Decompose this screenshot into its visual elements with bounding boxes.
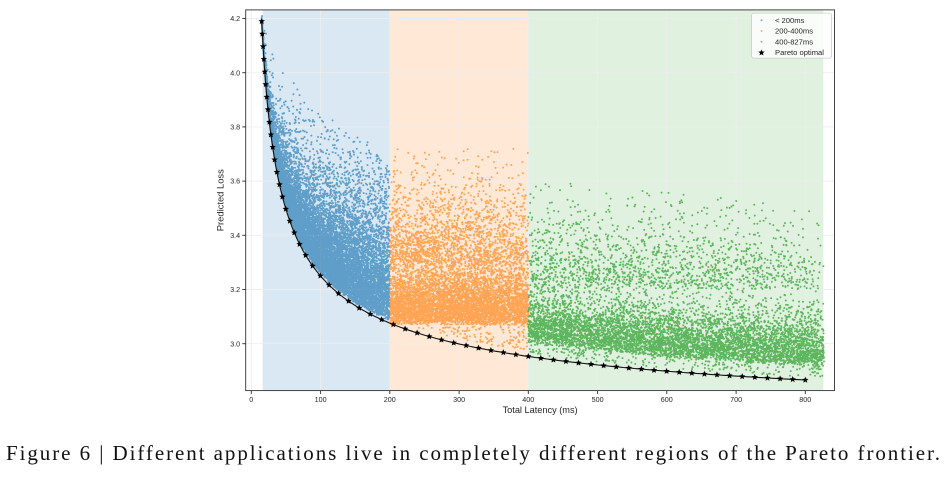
svg-text:Total Latency (ms): Total Latency (ms) (503, 405, 578, 415)
svg-text:Predicted Loss: Predicted Loss (215, 169, 226, 231)
svg-text:0: 0 (249, 395, 253, 404)
svg-text:4.0: 4.0 (230, 68, 240, 77)
svg-text:4.2: 4.2 (230, 14, 240, 23)
svg-text:200: 200 (384, 395, 396, 404)
svg-text:700: 700 (730, 395, 742, 404)
svg-text:< 200ms: < 200ms (775, 16, 805, 25)
svg-text:500: 500 (592, 395, 604, 404)
svg-text:600: 600 (661, 395, 673, 404)
svg-text:3.8: 3.8 (230, 123, 240, 132)
svg-text:200-400ms: 200-400ms (775, 27, 813, 36)
svg-text:3.0: 3.0 (230, 339, 240, 348)
svg-text:300: 300 (453, 395, 465, 404)
svg-text:800: 800 (799, 395, 811, 404)
svg-text:400: 400 (522, 395, 534, 404)
svg-text:100: 100 (315, 395, 327, 404)
svg-text:400-827ms: 400-827ms (775, 37, 813, 46)
svg-text:Pareto optimal: Pareto optimal (775, 48, 824, 57)
svg-text:3.6: 3.6 (230, 177, 240, 186)
svg-text:3.2: 3.2 (230, 285, 240, 294)
svg-text:3.4: 3.4 (230, 231, 240, 240)
